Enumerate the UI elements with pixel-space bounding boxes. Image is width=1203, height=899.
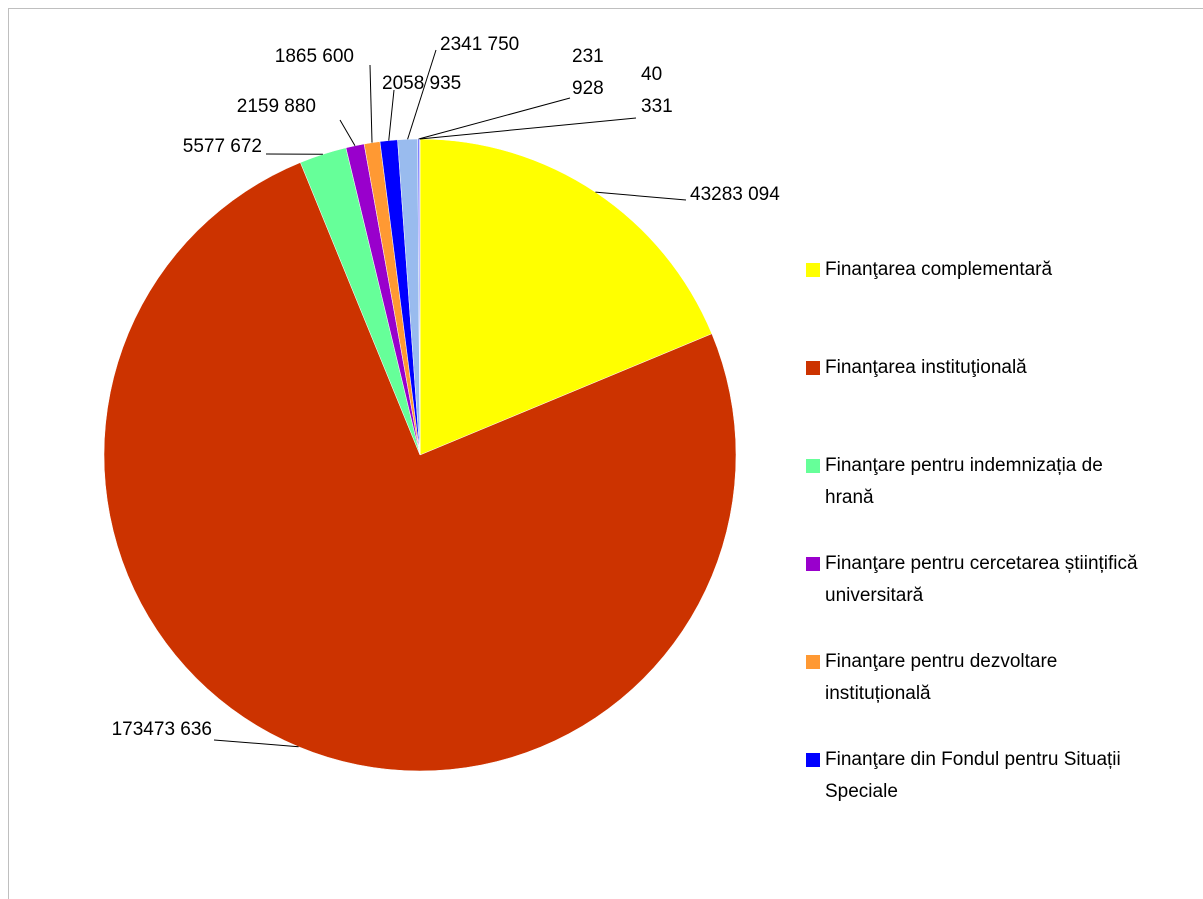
pie-slice <box>103 162 737 772</box>
legend-swatch <box>806 361 820 375</box>
legend-swatch <box>806 753 820 767</box>
legend-entry: Finanţare din Fondul pentru Situații Spe… <box>806 744 1155 808</box>
legend-label: Finanţare pentru cercetarea științifică … <box>825 553 1138 606</box>
legend-label: Finanţare pentru indemnizația de hrană <box>825 455 1103 508</box>
data-label: 1865 600 <box>275 46 354 67</box>
legend-entry: Finanţare pentru dezvoltare instituționa… <box>806 646 1155 710</box>
chart-frame <box>8 8 1203 899</box>
data-label: 5577 672 <box>183 136 262 157</box>
data-label: 928 <box>572 78 604 99</box>
data-label: 173473 636 <box>112 719 212 740</box>
data-label: 40 <box>641 64 662 85</box>
legend-entry: Finanţare pentru indemnizația de hrană <box>806 450 1155 514</box>
legend-entry: Finanţarea instituţională <box>806 352 1155 384</box>
legend-swatch <box>806 459 820 473</box>
legend-label: Finanţare din Fondul pentru Situații Spe… <box>825 749 1121 802</box>
data-label: 231 <box>572 46 604 67</box>
leader-line <box>419 117 637 140</box>
leader-line <box>339 119 356 147</box>
data-label: 2341 750 <box>440 34 519 55</box>
legend-label: Finanţarea instituţională <box>825 357 1027 378</box>
data-label: 2159 880 <box>237 96 316 117</box>
leader-line <box>369 64 373 143</box>
legend-entry: Finanţarea complementară <box>806 254 1155 286</box>
data-label: 2058 935 <box>382 73 461 94</box>
leader-line <box>213 739 299 748</box>
data-label: 331 <box>641 96 673 117</box>
data-label: 43283 094 <box>690 184 780 205</box>
legend-entry: Finanţare pentru cercetarea științifică … <box>806 548 1155 612</box>
legend-label: Finanţarea complementară <box>825 259 1053 280</box>
leader-line <box>388 89 395 141</box>
legend-swatch <box>806 263 820 277</box>
legend-swatch <box>806 557 820 571</box>
legend-label: Finanţare pentru dezvoltare instituționa… <box>825 651 1058 704</box>
leader-line <box>595 191 687 201</box>
legend-swatch <box>806 655 820 669</box>
leader-line <box>407 49 437 140</box>
leader-line <box>418 97 571 140</box>
